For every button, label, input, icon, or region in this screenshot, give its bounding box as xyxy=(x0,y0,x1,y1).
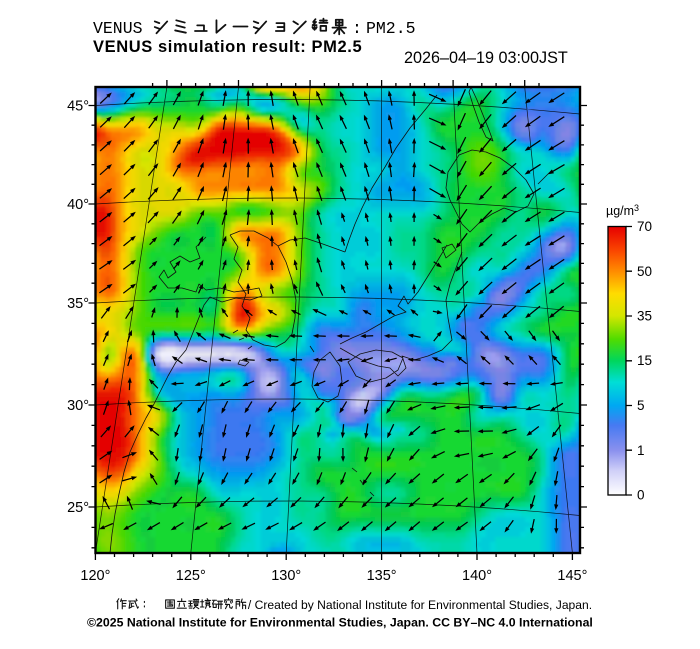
svg-text:25°: 25° xyxy=(67,500,89,516)
svg-text:35°: 35° xyxy=(67,296,89,312)
svg-text:1: 1 xyxy=(637,443,645,458)
svg-text:125°: 125° xyxy=(176,568,206,584)
svg-text:135°: 135° xyxy=(367,568,397,584)
svg-text:/ Created by National Institut: / Created by National Institute for Envi… xyxy=(248,598,592,612)
svg-text:VENUS simulation result: PM2.5: VENUS simulation result: PM2.5 xyxy=(93,38,362,56)
svg-text:VENUS: VENUS xyxy=(93,19,143,38)
svg-text:0: 0 xyxy=(637,488,645,503)
svg-text:µg/m3: µg/m3 xyxy=(606,203,639,218)
svg-text:145°: 145° xyxy=(557,568,587,584)
svg-text:140°: 140° xyxy=(462,568,492,584)
svg-text:35: 35 xyxy=(637,309,652,324)
svg-text:40°: 40° xyxy=(67,197,89,213)
svg-text:30°: 30° xyxy=(67,398,89,414)
svg-text:2026–04–19 03:00JST: 2026–04–19 03:00JST xyxy=(404,49,568,67)
svg-text::: : xyxy=(352,19,362,38)
svg-text:70: 70 xyxy=(637,219,652,234)
svg-text:©2025 National Institute for E: ©2025 National Institute for Environment… xyxy=(87,616,593,630)
svg-text:45°: 45° xyxy=(67,99,89,115)
svg-text:120°: 120° xyxy=(80,568,110,584)
svg-text:PM2.5: PM2.5 xyxy=(366,19,416,38)
svg-text:130°: 130° xyxy=(271,568,301,584)
svg-text:50: 50 xyxy=(637,264,652,279)
svg-text:15: 15 xyxy=(637,353,652,368)
svg-text:5: 5 xyxy=(637,398,645,413)
